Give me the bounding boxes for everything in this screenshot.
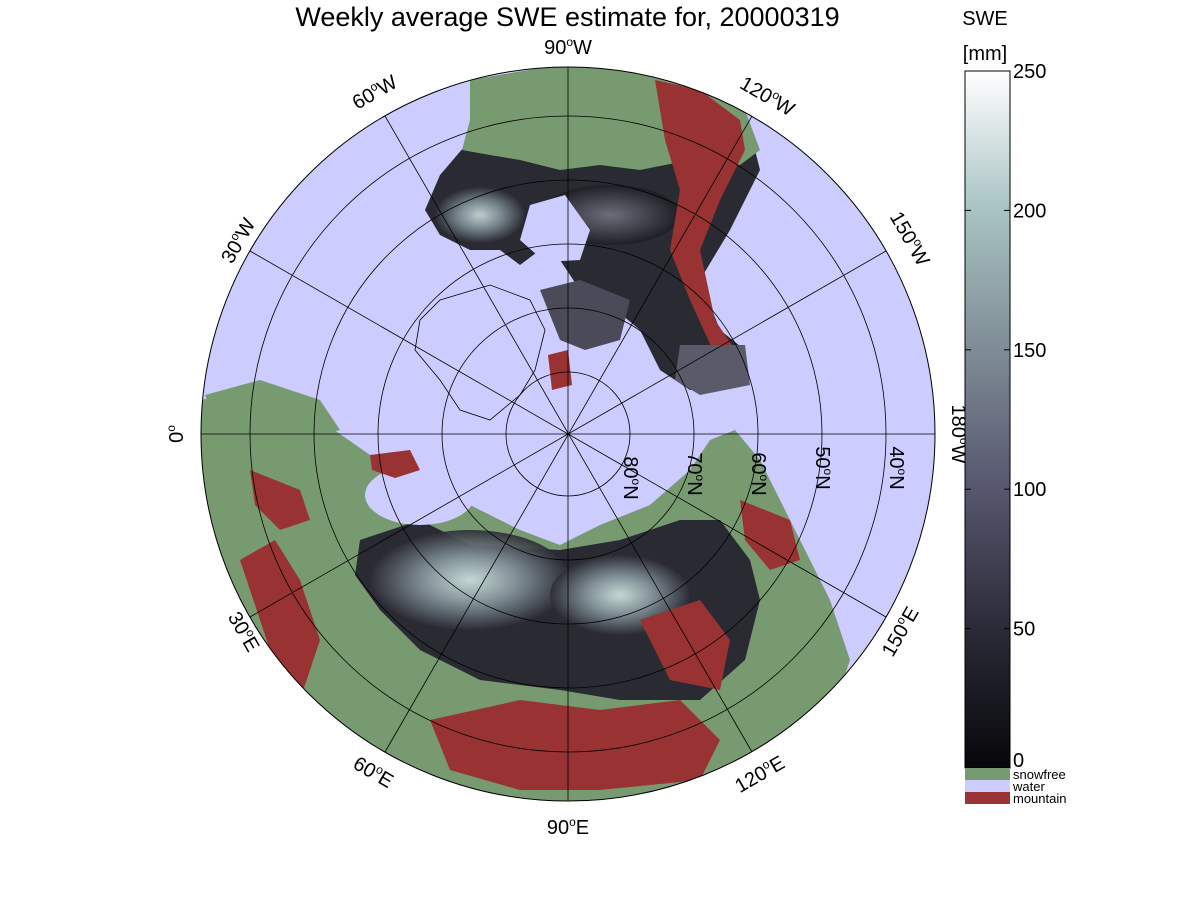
category-label-water: water — [1012, 779, 1045, 794]
lon-label-0: 0o — [164, 425, 188, 443]
lon-label-90w: 90oW — [544, 35, 592, 59]
lat-label-60n: 60oN — [747, 452, 771, 495]
category-label-snowfree: snowfree — [1013, 767, 1066, 782]
mountain-east-asia — [640, 600, 730, 690]
mountain-europe-west — [250, 470, 310, 530]
lat-label-50n: 50oN — [811, 446, 835, 489]
colorbar-ticks: 250 200 150 100 50 0 — [965, 61, 1046, 772]
snowpack-north-america — [435, 187, 525, 243]
mountain-rockies — [655, 80, 745, 355]
mountain-central-asia — [430, 700, 720, 790]
lat-label-40n: 40oN — [885, 446, 909, 489]
lat-label-70n: 70oN — [683, 452, 707, 495]
lat-label-80n: 80oN — [619, 456, 643, 499]
mountain-iceland — [370, 450, 420, 478]
colorbar-tick-label: 200 — [1013, 200, 1046, 222]
colorbar-title: SWE — [962, 8, 1008, 30]
graticule — [201, 67, 935, 801]
snowpack-scandinavia — [365, 465, 475, 525]
snowpack-west-siberia — [370, 530, 570, 630]
category-swatch-mountain — [965, 792, 1010, 804]
map-outline — [200, 66, 936, 802]
category-swatch-snowfree — [965, 768, 1010, 780]
landmass-alaska — [675, 345, 750, 395]
map-disk — [201, 67, 935, 801]
category-label-mountain: mountain — [1013, 791, 1066, 806]
colorbar-tick-label: 100 — [1013, 479, 1046, 501]
mountain-kamchatka — [740, 500, 800, 570]
map-title: Weekly average SWE estimate for, 2000031… — [295, 2, 840, 32]
arctic-islands — [540, 280, 630, 350]
colorbar-tick-label: 0 — [1013, 750, 1024, 772]
lon-label-60e: 60oE — [349, 751, 398, 793]
lon-label-150w: 150oW — [885, 207, 935, 270]
hudson-bay — [520, 195, 590, 262]
latitude-labels: 80oN 70oN 60oN 50oN 40oN — [619, 446, 909, 499]
colorbar-gradient — [964, 70, 1011, 769]
meridian-150w-30e — [249, 250, 887, 618]
lon-label-90e: 90oE — [547, 815, 589, 839]
colorbar-tick-label: 50 — [1013, 619, 1035, 641]
mountain-arctic — [548, 350, 572, 390]
lon-label-60w: 60oW — [348, 70, 402, 115]
colorbar-tick-label: 150 — [1013, 340, 1046, 362]
greenland — [414, 284, 546, 421]
category-swatch-water — [965, 780, 1010, 792]
mountain-europe — [240, 540, 320, 700]
lon-label-180w: 180oW — [947, 405, 971, 464]
colorbar-tick-label: 250 — [1013, 61, 1046, 83]
landmass-europe-west — [205, 380, 340, 440]
colorbar-unit: [mm] — [963, 43, 1007, 65]
